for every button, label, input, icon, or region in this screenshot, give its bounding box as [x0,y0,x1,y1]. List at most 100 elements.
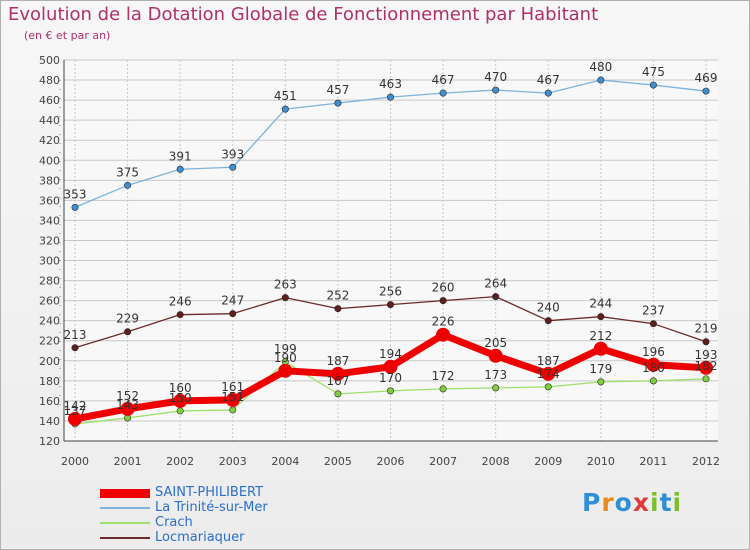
x-tick-label: 2009 [534,455,562,468]
data-point [68,411,82,426]
data-label: 457 [326,83,349,97]
data-label: 199 [274,342,297,356]
data-label: 467 [432,73,455,87]
data-label: 150 [169,391,192,405]
data-label: 226 [432,315,455,329]
data-point [492,86,500,94]
logo-letter: t [659,488,673,517]
data-label: 246 [169,295,192,309]
y-tick-label: 120 [39,435,60,448]
data-point [597,76,605,84]
data-label: 475 [642,65,665,79]
y-tick-label: 300 [39,255,60,268]
data-label: 179 [589,362,612,376]
data-label: 161 [221,380,244,394]
data-label: 263 [274,278,297,292]
x-tick-label: 2003 [219,455,247,468]
y-tick-label: 160 [39,395,60,408]
x-tick-label: 2004 [271,455,299,468]
x-tick-label: 2007 [429,455,457,468]
data-point [330,366,345,381]
y-tick-label: 420 [39,134,60,147]
data-point [649,81,657,89]
y-tick-label: 440 [39,114,60,127]
chart-subtitle: (en € et par an) [24,29,111,42]
data-point [281,294,289,302]
data-label: 247 [221,294,244,308]
data-label: 173 [484,368,507,382]
data-label: 375 [116,165,139,179]
data-label: 463 [379,77,402,91]
data-point [124,181,132,189]
data-label: 187 [537,354,560,368]
x-tick-label: 2008 [482,455,510,468]
data-point [597,313,605,321]
y-tick-label: 500 [39,54,60,67]
data-label: 391 [169,149,192,163]
data-point [439,89,447,97]
legend-swatch [100,507,150,509]
y-tick-label: 320 [39,234,60,247]
y-tick-label: 480 [39,74,60,87]
y-tick-label: 180 [39,375,60,388]
data-point [649,320,657,328]
data-label: 194 [379,347,402,361]
data-label: 240 [537,301,560,315]
data-point [386,93,394,101]
data-point [120,401,135,416]
data-point [386,301,394,309]
legend-label: La Trinité-sur-Mer [155,500,268,515]
data-label: 256 [379,285,402,299]
data-point [386,387,394,395]
data-point [176,165,184,173]
data-point [492,293,500,301]
data-label: 170 [379,371,402,385]
data-point [488,348,503,363]
data-label: 451 [274,89,297,103]
data-label: 190 [274,351,297,365]
data-point [544,317,552,325]
data-point [334,305,342,313]
logo-letter: i [650,488,660,517]
data-point [436,327,451,342]
y-tick-label: 460 [39,94,60,107]
x-tick-label: 2005 [324,455,352,468]
data-label: 353 [64,187,87,201]
data-point [124,328,132,336]
data-point [173,393,188,408]
data-point [383,359,398,374]
data-point [439,385,447,393]
logo-letter: i [672,488,683,517]
data-label: 260 [432,281,455,295]
proxiti-logo: Proxiti [582,488,682,517]
data-point [229,310,237,318]
x-tick-label: 2006 [377,455,405,468]
data-label: 196 [642,345,665,359]
legend-swatch [100,522,150,524]
data-label: 480 [589,60,612,74]
x-tick-label: 2002 [166,455,194,468]
data-label: 205 [484,336,507,350]
data-label: 180 [642,361,665,375]
data-point [225,392,240,407]
data-point [278,363,293,378]
data-label: 167 [326,374,349,388]
y-tick-label: 400 [39,154,60,167]
legend-label: Locmariaquer [155,530,245,545]
data-label: 237 [642,304,665,318]
data-label: 174 [537,367,560,381]
data-point [699,360,713,375]
legend-swatch [100,537,150,539]
data-label: 213 [64,328,87,342]
data-label: 152 [116,389,139,403]
data-point [176,311,184,319]
y-tick-label: 220 [39,335,60,348]
data-point [593,341,608,356]
y-tick-label: 360 [39,194,60,207]
data-point [71,203,79,211]
data-label: 467 [537,73,560,87]
data-point [597,378,605,386]
data-point [649,377,657,385]
data-label: 172 [432,369,455,383]
